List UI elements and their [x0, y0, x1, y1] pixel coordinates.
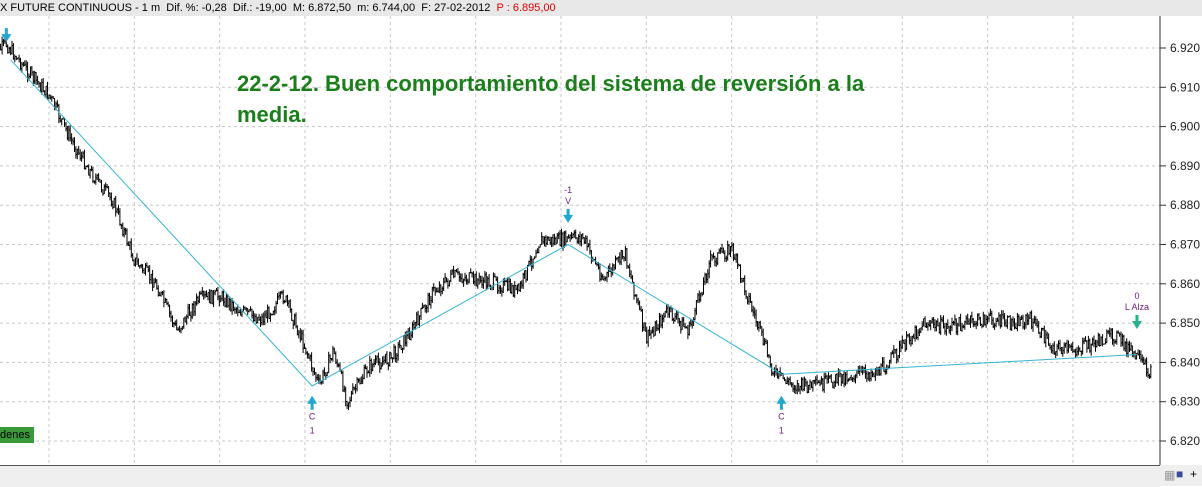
- y-tick-label: 6.820: [1170, 434, 1200, 448]
- settings-icon[interactable]: ▦: [1164, 468, 1176, 482]
- symbol: X FUTURE CONTINUOUS: [0, 2, 132, 14]
- signal-label: -1: [564, 185, 572, 195]
- signal-label: C: [778, 412, 785, 422]
- arrow-up-icon: [776, 395, 787, 410]
- y-tick-label: 6.860: [1170, 277, 1200, 291]
- date: F: 27-02-2012: [421, 2, 491, 14]
- annotation-text: 22-2-12. Buen comportamiento del sistema…: [237, 71, 865, 127]
- max: M: 6.872,50: [292, 2, 351, 14]
- price-bars: [0, 36, 1152, 410]
- arrow-up-icon: [307, 395, 318, 410]
- last-price: P : 6.895,00: [496, 2, 556, 14]
- y-tick-label: 6.880: [1170, 198, 1200, 212]
- time-axis-bar: [0, 465, 1160, 487]
- arrow-down-icon: [1131, 315, 1142, 330]
- toolbar-icons: ▦ ■ +: [1160, 465, 1202, 486]
- signal-label: C: [309, 412, 316, 422]
- y-tick-label: 6.870: [1170, 238, 1200, 252]
- y-tick-label: 6.840: [1170, 355, 1200, 369]
- save-icon[interactable]: ■: [1176, 467, 1184, 481]
- price-series: [0, 36, 1152, 410]
- trend-line: [10, 59, 1137, 387]
- signal-label: V: [565, 196, 571, 206]
- signal-label: 0: [1134, 291, 1139, 301]
- min: m: 6.744,00: [357, 2, 416, 14]
- signal-label: 1: [310, 426, 315, 436]
- arrow-down-icon: [563, 208, 574, 223]
- y-tick-label: 6.850: [1170, 316, 1200, 330]
- interval: 1 m: [141, 2, 161, 14]
- y-tick-label: 6.920: [1170, 41, 1200, 55]
- y-tick-label: 6.830: [1170, 395, 1200, 409]
- y-tick-label: 6.890: [1170, 159, 1200, 173]
- y-tick-label: 6.910: [1170, 80, 1200, 94]
- dif-pct: Dif. %: -0,28: [166, 2, 227, 14]
- add-icon[interactable]: +: [1190, 467, 1198, 481]
- chart-title-bar: X FUTURE CONTINUOUS - 1 m Dif. %: -0,28 …: [0, 0, 1202, 16]
- dif: Dif.: -19,00: [232, 2, 287, 14]
- arrow-down-icon: [1, 28, 12, 43]
- signal-label: 1: [779, 426, 784, 436]
- signal-label: L Alza: [1125, 302, 1149, 312]
- orders-button[interactable]: denes: [0, 427, 34, 443]
- y-tick-label: 6.900: [1170, 120, 1200, 134]
